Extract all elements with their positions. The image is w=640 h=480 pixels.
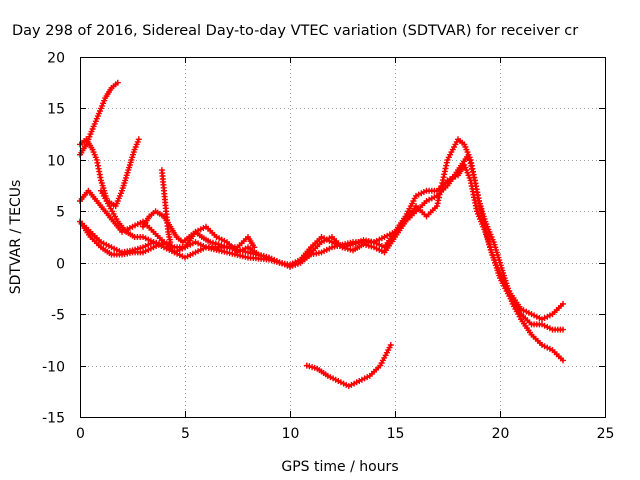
y-tick-label: 15 — [47, 102, 65, 118]
plot-frame — [80, 57, 606, 418]
series-markers — [140, 208, 258, 251]
y-tick-label: -15 — [42, 411, 65, 427]
y-tick-label: 0 — [56, 257, 65, 273]
y-tick-label: -5 — [51, 308, 65, 324]
x-tick-label: 0 — [76, 426, 85, 442]
series-track-8 — [158, 167, 174, 246]
x-tick-label: 15 — [387, 426, 405, 442]
y-tick-label: -10 — [42, 360, 65, 376]
y-tick-label: 5 — [56, 205, 65, 221]
x-tick-label: 10 — [282, 426, 300, 442]
x-tick-label: 5 — [181, 426, 190, 442]
series-track-6 — [98, 187, 165, 248]
x-tick-label: 20 — [492, 426, 510, 442]
chart-title: Day 298 of 2016, Sidereal Day-to-day VTE… — [12, 23, 578, 39]
series-markers — [158, 167, 174, 246]
x-tick-label: 25 — [597, 426, 615, 442]
series-markers — [98, 187, 165, 248]
y-tick-label: 10 — [47, 154, 65, 170]
y-tick-label: 20 — [47, 51, 65, 67]
x-axis-label: GPS time / hours — [281, 459, 398, 475]
series-track-7 — [140, 208, 258, 251]
series-track-9 — [303, 342, 394, 390]
data-series — [77, 79, 566, 390]
series-track-2 — [77, 79, 121, 158]
y-axis-label: SDTVAR / TECUs — [8, 180, 24, 295]
series-markers — [77, 79, 121, 158]
series-markers — [303, 342, 394, 390]
axis-ticks: 0 5 10 15 20 25 20 15 10 5 0 -5 -10 -15 — [42, 51, 614, 443]
